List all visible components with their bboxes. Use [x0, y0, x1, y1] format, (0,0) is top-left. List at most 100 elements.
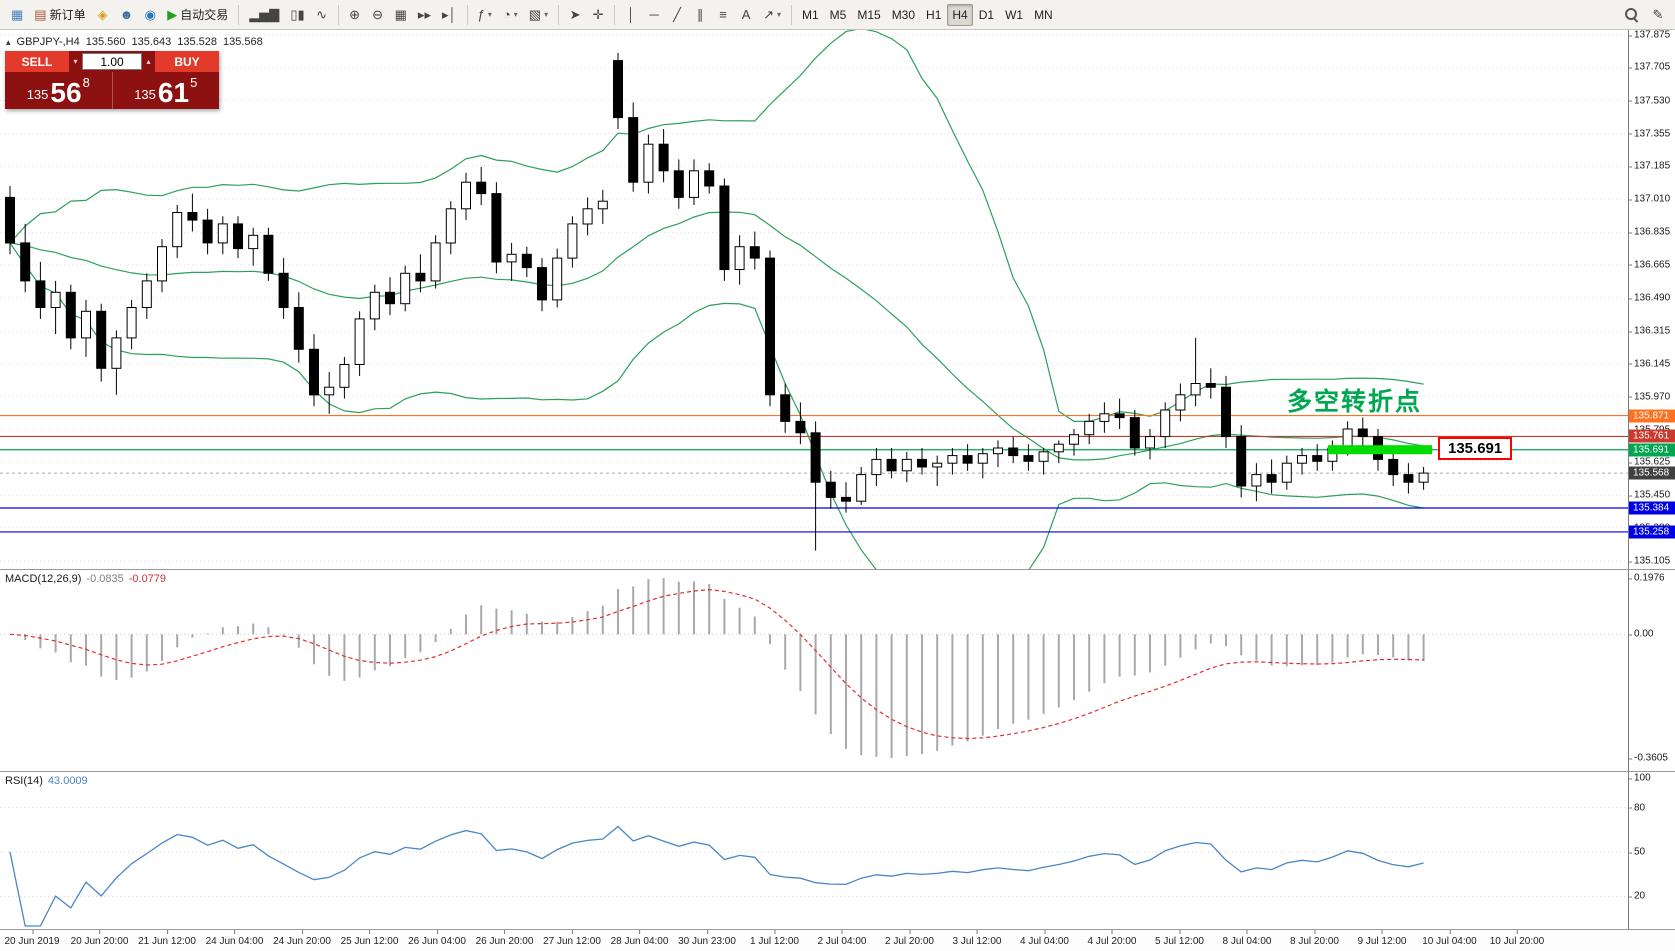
- price-callout-label[interactable]: 135.691: [1438, 437, 1513, 460]
- price-axis[interactable]: 137.875 137.705 137.530 137.355 137.185 137.0…: [1627, 30, 1675, 569]
- new-order-button[interactable]: ▤ 新订单: [29, 4, 90, 26]
- timeframe-m15[interactable]: M15: [852, 4, 885, 26]
- zoom-in-icon: ⊕: [349, 7, 361, 22]
- volume-input[interactable]: [82, 53, 142, 70]
- candle: [187, 193, 198, 232]
- vertical-line-button[interactable]: │: [620, 4, 642, 26]
- compose-button[interactable]: ✎: [1647, 4, 1669, 26]
- time-label: 24 Jun 20:00: [273, 930, 331, 947]
- toolbar-separator: [466, 4, 468, 25]
- sell-price[interactable]: 135 56 8: [5, 72, 113, 109]
- bar-high: 135.643: [131, 36, 172, 48]
- axis-tick: 135.970: [1627, 391, 1671, 403]
- auto-scroll-button[interactable]: ▸▸: [413, 4, 436, 26]
- time-label: 24 Jun 04:00: [205, 930, 264, 947]
- candle: [445, 201, 456, 255]
- time-label: 1 Jul 12:00: [750, 930, 799, 947]
- trendline-button[interactable]: ╱: [666, 4, 688, 26]
- timeframe-m5[interactable]: M5: [825, 4, 852, 26]
- time-label: 9 Jul 12:00: [1357, 930, 1407, 947]
- indicators-button[interactable]: ƒ ▾: [473, 4, 497, 26]
- support-button[interactable]: ◉: [139, 4, 161, 26]
- crosshair-button[interactable]: ✛: [587, 4, 609, 26]
- timeframe-h4[interactable]: H4: [947, 3, 973, 26]
- templates-button[interactable]: ▧ ▾: [524, 4, 553, 26]
- search-button[interactable]: [1620, 4, 1643, 26]
- candles: [5, 53, 1429, 551]
- volume-decrease-button[interactable]: ▾: [69, 51, 82, 72]
- horizontal-line-icon: ─: [649, 7, 659, 22]
- symbol-info: ▴ GBPJPY-,H4 135.560 135.643 135.528 135…: [6, 36, 263, 48]
- arrows-button[interactable]: ↗ ▾: [758, 4, 786, 26]
- zoom-out-button[interactable]: ⊖: [367, 4, 389, 26]
- bar-close: 135.568: [223, 36, 263, 48]
- time-label: 10 Jul 04:00: [1422, 930, 1477, 947]
- autotrading-button[interactable]: ▶ 自动交易: [162, 4, 233, 26]
- candle: [947, 448, 958, 475]
- price-badge: 135.871: [1629, 409, 1675, 423]
- rsi-svg: [0, 807, 1628, 927]
- axis-tick: 135.105: [1627, 555, 1671, 567]
- sell-button[interactable]: SELL: [5, 51, 69, 72]
- candle: [415, 254, 426, 293]
- highlight-bar[interactable]: [1328, 445, 1432, 455]
- chart-shift-button[interactable]: ▸│: [437, 4, 462, 26]
- timeframe-h1[interactable]: H1: [921, 4, 946, 26]
- bollinger-middle-line: [9, 211, 1424, 461]
- rsi-line: [9, 825, 1424, 927]
- candle: [582, 197, 593, 236]
- zoom-in-button[interactable]: ⊕: [344, 4, 366, 26]
- time-label: 27 Jun 12:00: [543, 930, 601, 947]
- line-chart-button[interactable]: ∿: [311, 4, 333, 26]
- toolbar-separator: [558, 4, 560, 25]
- rsi-axis[interactable]: 100 80 50 20: [1627, 772, 1675, 929]
- macd-signal-value: -0.0779: [128, 573, 167, 585]
- candlestick-chart-button[interactable]: ▯▮: [285, 4, 309, 26]
- channel-button[interactable]: ∥: [689, 4, 711, 26]
- fibonacci-button[interactable]: ≡: [712, 4, 734, 26]
- periods-button[interactable]: ◔ ▾: [498, 4, 523, 26]
- buy-price[interactable]: 135 61 5: [113, 72, 220, 109]
- timeframe-d1[interactable]: D1: [974, 4, 999, 26]
- toolbar-separator: [238, 4, 240, 25]
- timeframe-w1[interactable]: W1: [1000, 4, 1028, 26]
- timeframe-mn[interactable]: MN: [1029, 4, 1058, 26]
- line-chart-icon: ∿: [316, 7, 328, 22]
- profiles-button[interactable]: ◈: [92, 4, 114, 26]
- toolbar-separator: [791, 4, 792, 25]
- toolbar-right: ✎: [1620, 4, 1669, 26]
- candle: [1327, 440, 1338, 471]
- timeframe-m30-label: M30: [891, 7, 916, 22]
- bollinger-lower-line: [9, 242, 1424, 569]
- candle: [141, 273, 152, 319]
- price-badge: 135.258: [1629, 525, 1675, 539]
- candle: [354, 311, 365, 376]
- candle: [157, 239, 167, 293]
- buy-button[interactable]: BUY: [155, 51, 219, 72]
- tile-windows-button[interactable]: ▦: [390, 4, 412, 26]
- candle: [1160, 402, 1171, 448]
- chart-annotation-text[interactable]: 多空转折点: [1287, 388, 1423, 416]
- timeframe-m1[interactable]: M1: [797, 4, 824, 26]
- candle: [825, 470, 836, 509]
- candle: [50, 280, 61, 335]
- time-axis[interactable]: 20 Jun 2019 20 Jun 20:00 21 Jun 12:00 24 Ju…: [0, 929, 1675, 951]
- text-button[interactable]: A: [735, 4, 757, 26]
- axis-tick: 136.145: [1627, 358, 1671, 369]
- bar-chart-button[interactable]: ▂▅▇: [244, 4, 284, 26]
- macd-axis[interactable]: 0.1976 0.00 -0.3605: [1627, 570, 1675, 771]
- one-click-collapse-icon[interactable]: ▴: [6, 36, 11, 47]
- price-badge: 135.384: [1629, 501, 1675, 515]
- timeframe-m30[interactable]: M30: [887, 4, 920, 26]
- volume-increase-button[interactable]: ▴: [142, 51, 155, 72]
- axis-tick: 136.835: [1627, 226, 1671, 238]
- toolbar-groups: ▦ ▤ 新订单 ◈ ☻ ◉ ▶ 自动交易 ▂▅▇ ▯▮ ∿ ⊕ ⊖ ▦ ▸▸ ▸│ ƒ ▾ ◔ ▾ ▧ ▾ ➤ ✛ │ ─ ╱ ∥ ≡ A…: [6, 0, 1058, 29]
- candle: [81, 299, 91, 357]
- cursor-button[interactable]: ➤: [564, 4, 586, 26]
- horizontal-line-button[interactable]: ─: [643, 4, 665, 26]
- community-button[interactable]: ☻: [115, 4, 139, 26]
- timeframe-m15-label: M15: [857, 7, 881, 22]
- axis-tick: 135.625: [1627, 456, 1671, 468]
- chart-window-button[interactable]: ▦: [6, 4, 28, 26]
- candle: [917, 448, 927, 475]
